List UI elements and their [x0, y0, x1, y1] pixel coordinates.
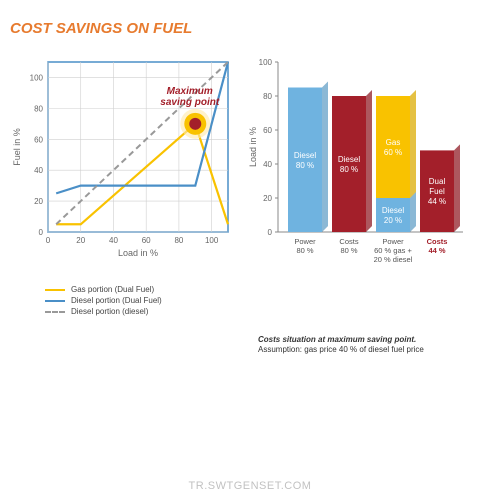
max-saving-callout: Maximum saving point — [160, 86, 219, 108]
legend-swatch — [45, 311, 65, 313]
line-chart: 0 20 40 60 80 100 0 20 40 60 80 100 Fuel in % Load in… — [10, 52, 240, 356]
legend-label: Gas portion (Dual Fuel) — [71, 285, 154, 294]
svg-text:44 %: 44 % — [428, 246, 445, 255]
svg-text:Load in %: Load in % — [248, 127, 258, 167]
svg-text:Costs: Costs — [427, 237, 448, 246]
svg-text:Fuel in %: Fuel in % — [12, 128, 22, 166]
svg-text:Costs: Costs — [339, 237, 358, 246]
svg-text:80: 80 — [174, 236, 183, 245]
svg-text:0: 0 — [46, 236, 51, 245]
svg-text:20 % diesel: 20 % diesel — [374, 255, 413, 264]
svg-text:60 % gas +: 60 % gas + — [374, 246, 412, 255]
legend-label: Diesel portion (Dual Fuel) — [71, 296, 162, 305]
page-title: COST SAVINGS ON FUEL — [10, 20, 490, 37]
svg-text:Diesel: Diesel — [338, 155, 360, 164]
svg-text:Dual: Dual — [429, 177, 446, 186]
svg-text:100: 100 — [259, 58, 273, 67]
legend-item: Diesel portion (diesel) — [45, 307, 240, 316]
svg-text:40: 40 — [34, 166, 43, 175]
svg-text:100: 100 — [205, 236, 219, 245]
legend-swatch — [45, 289, 65, 291]
svg-text:20: 20 — [34, 197, 43, 206]
bar-chart-svg: 020406080100Load in %Diesel80 %Power80 %… — [248, 52, 468, 312]
svg-text:Gas: Gas — [386, 138, 401, 147]
svg-text:40: 40 — [109, 236, 118, 245]
svg-text:80 %: 80 % — [296, 246, 313, 255]
watermark: TR.SWTGENSET.COM — [189, 480, 312, 492]
bar-chart-footer: Costs situation at maximum saving point.… — [258, 335, 468, 356]
svg-text:Power: Power — [294, 237, 316, 246]
svg-text:20: 20 — [76, 236, 85, 245]
svg-text:20: 20 — [263, 194, 272, 203]
svg-text:100: 100 — [30, 73, 44, 82]
svg-text:40: 40 — [263, 160, 272, 169]
svg-text:0: 0 — [268, 228, 273, 237]
legend-swatch — [45, 300, 65, 302]
svg-text:60 %: 60 % — [384, 148, 402, 157]
svg-text:80: 80 — [34, 104, 43, 113]
legend-label: Diesel portion (diesel) — [71, 307, 148, 316]
svg-text:Diesel: Diesel — [382, 206, 404, 215]
chart-container: COST SAVINGS ON FUEL 0 20 40 60 80 100 0 20 40 60… — [0, 0, 500, 500]
charts-row: 0 20 40 60 80 100 0 20 40 60 80 100 Fuel in % Load in… — [10, 52, 490, 356]
svg-text:80 %: 80 % — [296, 161, 314, 170]
bar-chart: 020406080100Load in %Diesel80 %Power80 %… — [248, 52, 468, 356]
svg-text:Power: Power — [382, 237, 404, 246]
svg-text:60: 60 — [34, 135, 43, 144]
svg-text:Load in %: Load in % — [118, 248, 158, 258]
svg-text:Fuel: Fuel — [429, 187, 445, 196]
svg-text:60: 60 — [142, 236, 151, 245]
svg-text:80 %: 80 % — [340, 246, 357, 255]
svg-text:80 %: 80 % — [340, 165, 358, 174]
svg-text:80: 80 — [263, 92, 272, 101]
svg-text:Diesel: Diesel — [294, 151, 316, 160]
svg-text:60: 60 — [263, 126, 272, 135]
svg-text:44 %: 44 % — [428, 197, 446, 206]
legend-item: Diesel portion (Dual Fuel) — [45, 296, 240, 305]
legend-item: Gas portion (Dual Fuel) — [45, 285, 240, 294]
svg-text:0: 0 — [39, 228, 44, 237]
legend: Gas portion (Dual Fuel) Diesel portion (D… — [45, 285, 240, 316]
svg-text:20 %: 20 % — [384, 216, 402, 225]
